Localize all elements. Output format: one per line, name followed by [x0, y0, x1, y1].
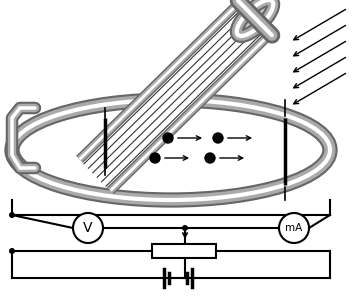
Polygon shape: [80, 2, 270, 191]
Circle shape: [150, 153, 160, 163]
Circle shape: [279, 213, 309, 243]
Text: mA: mA: [285, 223, 303, 233]
Circle shape: [213, 133, 223, 143]
Text: V: V: [83, 221, 93, 235]
Ellipse shape: [14, 103, 328, 198]
Circle shape: [9, 248, 15, 254]
Bar: [152, 244, 216, 258]
Circle shape: [182, 225, 188, 231]
Circle shape: [9, 212, 15, 218]
Circle shape: [205, 153, 215, 163]
Circle shape: [73, 213, 103, 243]
Ellipse shape: [242, 5, 269, 31]
Circle shape: [163, 133, 173, 143]
